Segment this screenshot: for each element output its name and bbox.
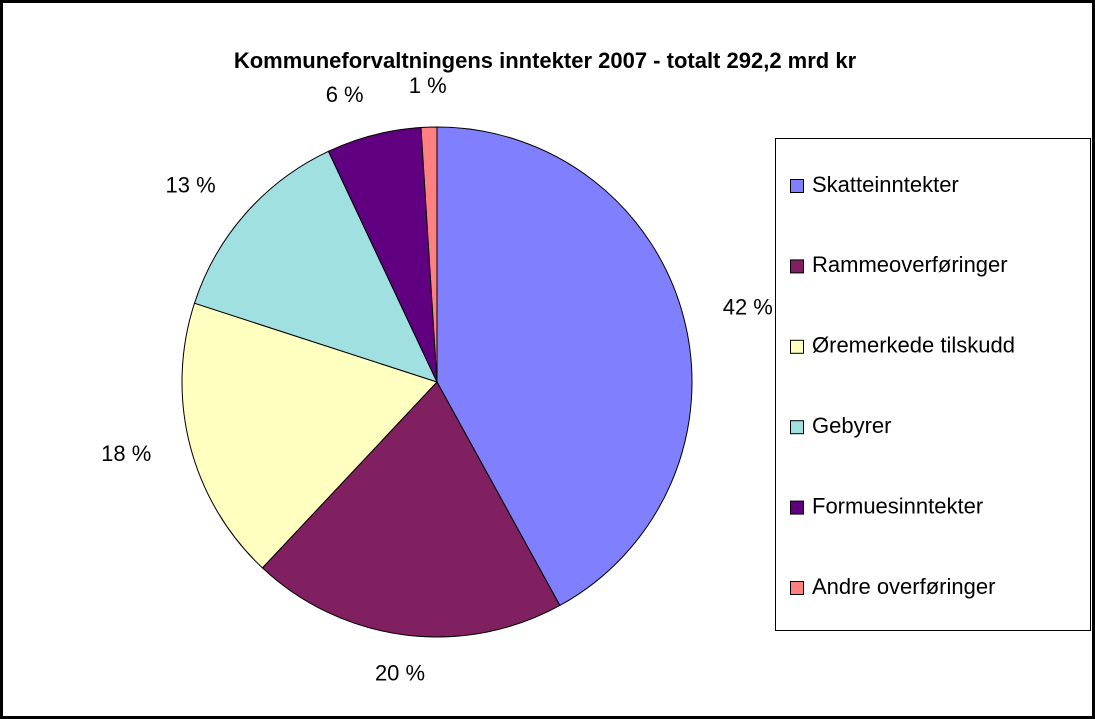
data-label: 42 %: [723, 294, 773, 319]
legend-swatch: [790, 339, 804, 354]
legend-swatch: [790, 179, 804, 193]
chart-title: Kommuneforvaltningens inntekter 2007 - t…: [234, 48, 857, 73]
data-label: 20 %: [375, 660, 425, 685]
pie-slice: [181, 302, 438, 569]
legend-label: Andre overføringer: [812, 574, 995, 599]
legend-label: Skatteinntekter: [812, 172, 959, 197]
legend-swatch: [790, 581, 804, 595]
legend-label: Rammeoverføringer: [812, 252, 1008, 277]
legend-swatch: [790, 259, 804, 274]
data-label: 13 %: [166, 173, 216, 198]
legend-label: Øremerkede tilskudd: [812, 333, 1015, 358]
data-label: 6 %: [326, 82, 364, 107]
legend-swatch: [790, 420, 804, 435]
pie-slice: [193, 150, 438, 383]
data-label: 1 %: [409, 73, 447, 98]
pie-slice: [420, 126, 438, 383]
legend-label: Formuesinntekter: [812, 493, 983, 518]
legend-box: [775, 138, 1091, 631]
legend-label: Gebyrer: [812, 413, 891, 438]
pie-slice: [261, 381, 561, 638]
legend-swatch: [790, 500, 804, 515]
pie-slice: [436, 126, 693, 607]
data-label: 18 %: [101, 441, 151, 466]
